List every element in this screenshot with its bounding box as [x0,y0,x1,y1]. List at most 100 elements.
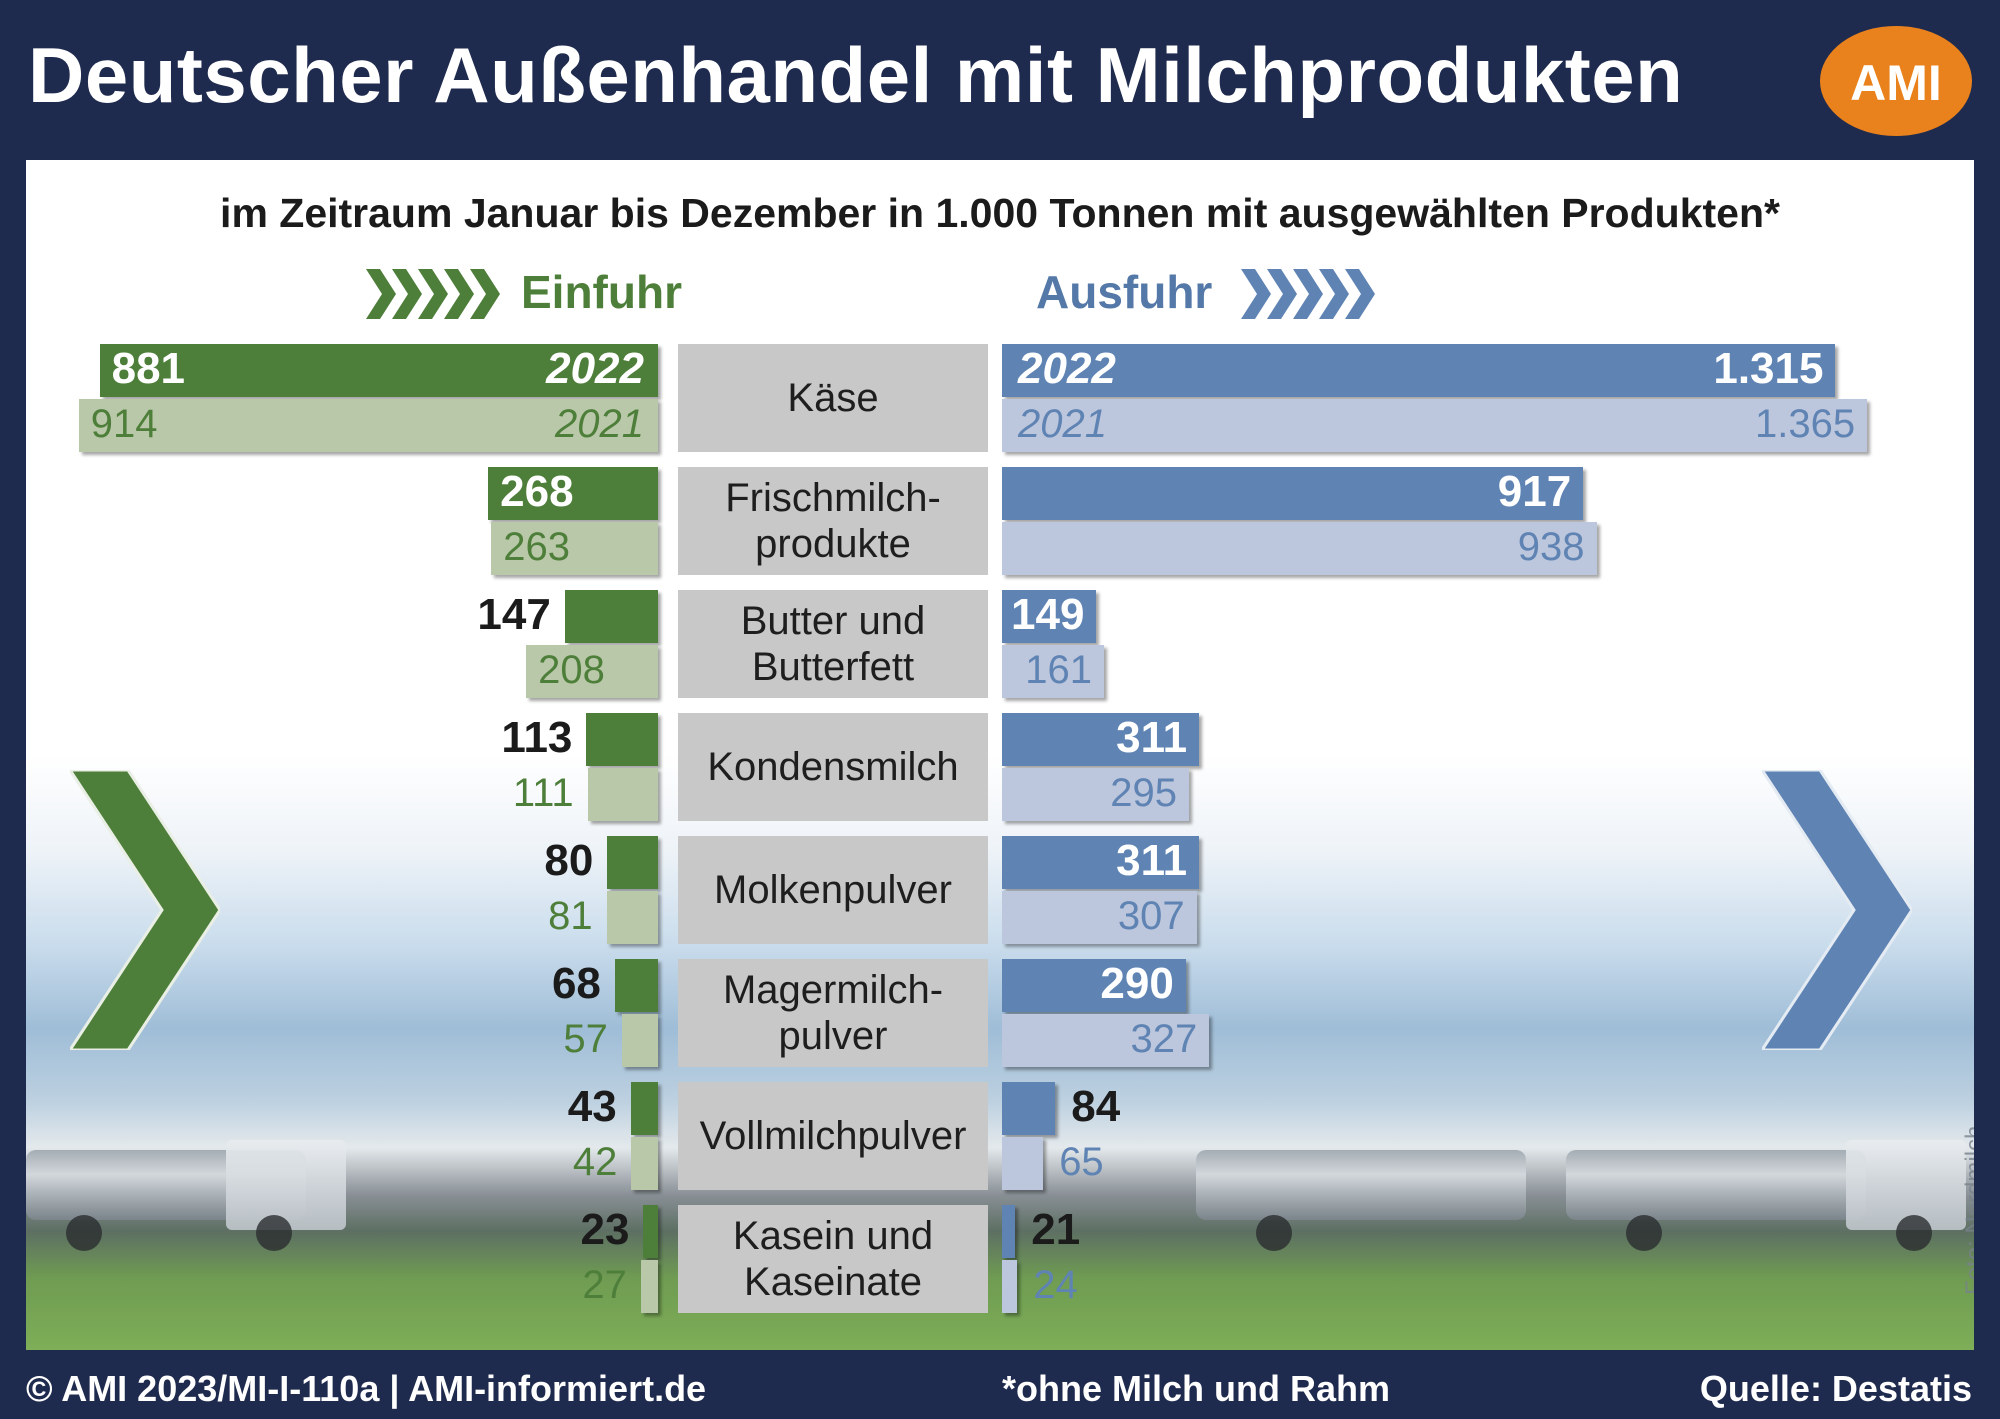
category-label: Vollmilchpulver [678,1082,988,1190]
year-label: 2022 [1018,344,1116,393]
import-2022-value: 23 [580,1205,630,1254]
import-2021-value: 57 [563,1017,608,1061]
export-2021-bar [1002,891,1197,944]
export-2022-bar [1002,836,1200,889]
export-2022-bar [1002,1082,1056,1135]
chevron-right-icon [470,269,500,319]
export-2021-bar [1002,1137,1044,1190]
chevron-right-icon [1267,269,1297,319]
chart-panel: im Zeitraum Januar bis Dezember in 1.000… [26,160,1974,1350]
chevron-right-icon [392,269,422,319]
import-2022-value: 80 [544,836,594,885]
import-2022-bar [630,1082,658,1135]
category-label: Kasein und Kaseinate [678,1205,988,1313]
photo-credit: Foto: Nordmilch [1961,1125,1974,1295]
export-2022-bar [1002,590,1097,643]
export-2022-value: 917 [1497,467,1572,516]
import-2021-bar [587,768,658,821]
category-label: Frischmilch- produkte [678,467,988,575]
export-2022-value: 21 [1031,1205,1081,1254]
tanker-truck-mid [1196,1150,1526,1220]
import-2021-bar [640,1260,658,1313]
category-label: Kondensmilch [678,713,988,821]
import-2022-value: 43 [567,1082,617,1131]
export-2021-bar [1002,522,1597,575]
wheel-icon [1896,1215,1932,1251]
chart-subtitle: im Zeitraum Januar bis Dezember in 1.000… [220,190,1780,236]
logo-text: AMI [1850,55,1942,111]
export-2022-value: 149 [1011,590,1085,639]
import-2022-bar [643,1205,658,1258]
footer-copyright: © AMI 2023/MI-I-110a | AMI-informiert.de [26,1368,707,1409]
category-label: Butter und Butterfett [678,590,988,698]
import-2021-value: 42 [572,1140,618,1184]
import-2022-value: 147 [477,590,551,639]
chevron-right-icon [366,269,396,319]
legend-export-label: Ausfuhr [1036,266,1213,318]
wheel-icon [66,1215,102,1251]
export-2022-value: 1.315 [1713,344,1824,393]
chevron-right-icon [1293,269,1323,319]
page-title: Deutscher Außenhandel mit Milchprodukten [28,31,1684,119]
import-2022-value: 113 [501,713,573,762]
category-label: Käse [678,344,988,452]
import-2021-bar [631,1137,658,1190]
legend-import-label: Einfuhr [521,266,682,318]
export-2022-bar [1002,467,1584,520]
export-2022-bar [1002,1205,1016,1258]
year-label: 2021 [555,402,644,446]
export-2021-value: 938 [1517,525,1585,569]
chevron-right-icon [444,269,474,319]
export-2021-value: 161 [1025,648,1093,692]
category-label: Magermilch- pulver [678,959,988,1067]
export-2022-bar [1002,344,1836,397]
export-2021-bar [1002,645,1105,698]
export-2021-value: 295 [1110,771,1177,815]
truck-cab-right [1846,1140,1966,1230]
import-2022-value: 68 [551,959,601,1008]
chevron-right-icon [1241,269,1271,319]
export-2022-value: 290 [1100,959,1174,1008]
wheel-icon [1256,1215,1292,1251]
export-arrow-icon [1762,770,1912,1050]
import-2021-value: 27 [582,1263,627,1307]
export-2022-bar [1002,713,1200,766]
footer-source: Quelle: Destatis [1699,1368,1972,1409]
import-2021-value: 81 [548,894,593,938]
truck-cab-left [226,1140,346,1230]
export-2021-bar [1002,1260,1018,1313]
chevron-right-icon [418,269,448,319]
import-2021-value: 208 [538,648,605,692]
export-2022-value: 311 [1116,836,1188,885]
import-2022-bar [614,959,658,1012]
import-2021-bar [491,522,658,575]
wheel-icon [1626,1215,1662,1251]
footer-note: *ohne Milch und Rahm [1002,1368,1391,1409]
import-2021-bar [78,399,658,452]
export-2021-value: 327 [1130,1017,1198,1061]
category-label: Molkenpulver [678,836,988,944]
import-2022-bar [564,590,658,643]
import-2021-bar [621,1014,658,1067]
import-2021-value: 914 [90,402,158,446]
export-2021-bar [1002,399,1868,452]
import-arrow-icon [70,770,220,1050]
export-2022-value: 84 [1071,1082,1121,1131]
export-2021-bar [1002,1014,1210,1067]
import-2022-bar [99,344,658,397]
year-label: 2022 [546,344,644,393]
chevron-right-icon [1319,269,1349,319]
export-2021-value: 307 [1117,894,1185,938]
export-2021-value: 65 [1059,1140,1104,1184]
export-2021-value: 1.365 [1755,402,1856,446]
import-2021-value: 263 [503,525,571,569]
tanker-truck-right [1566,1150,1866,1220]
export-2022-bar [1002,959,1186,1012]
import-2022-value: 881 [111,344,186,393]
import-2021-value: 111 [512,771,574,815]
import-2022-bar [586,713,658,766]
export-2021-bar [1002,768,1189,821]
export-2021-value: 24 [1033,1263,1078,1307]
year-label: 2021 [1018,402,1107,446]
